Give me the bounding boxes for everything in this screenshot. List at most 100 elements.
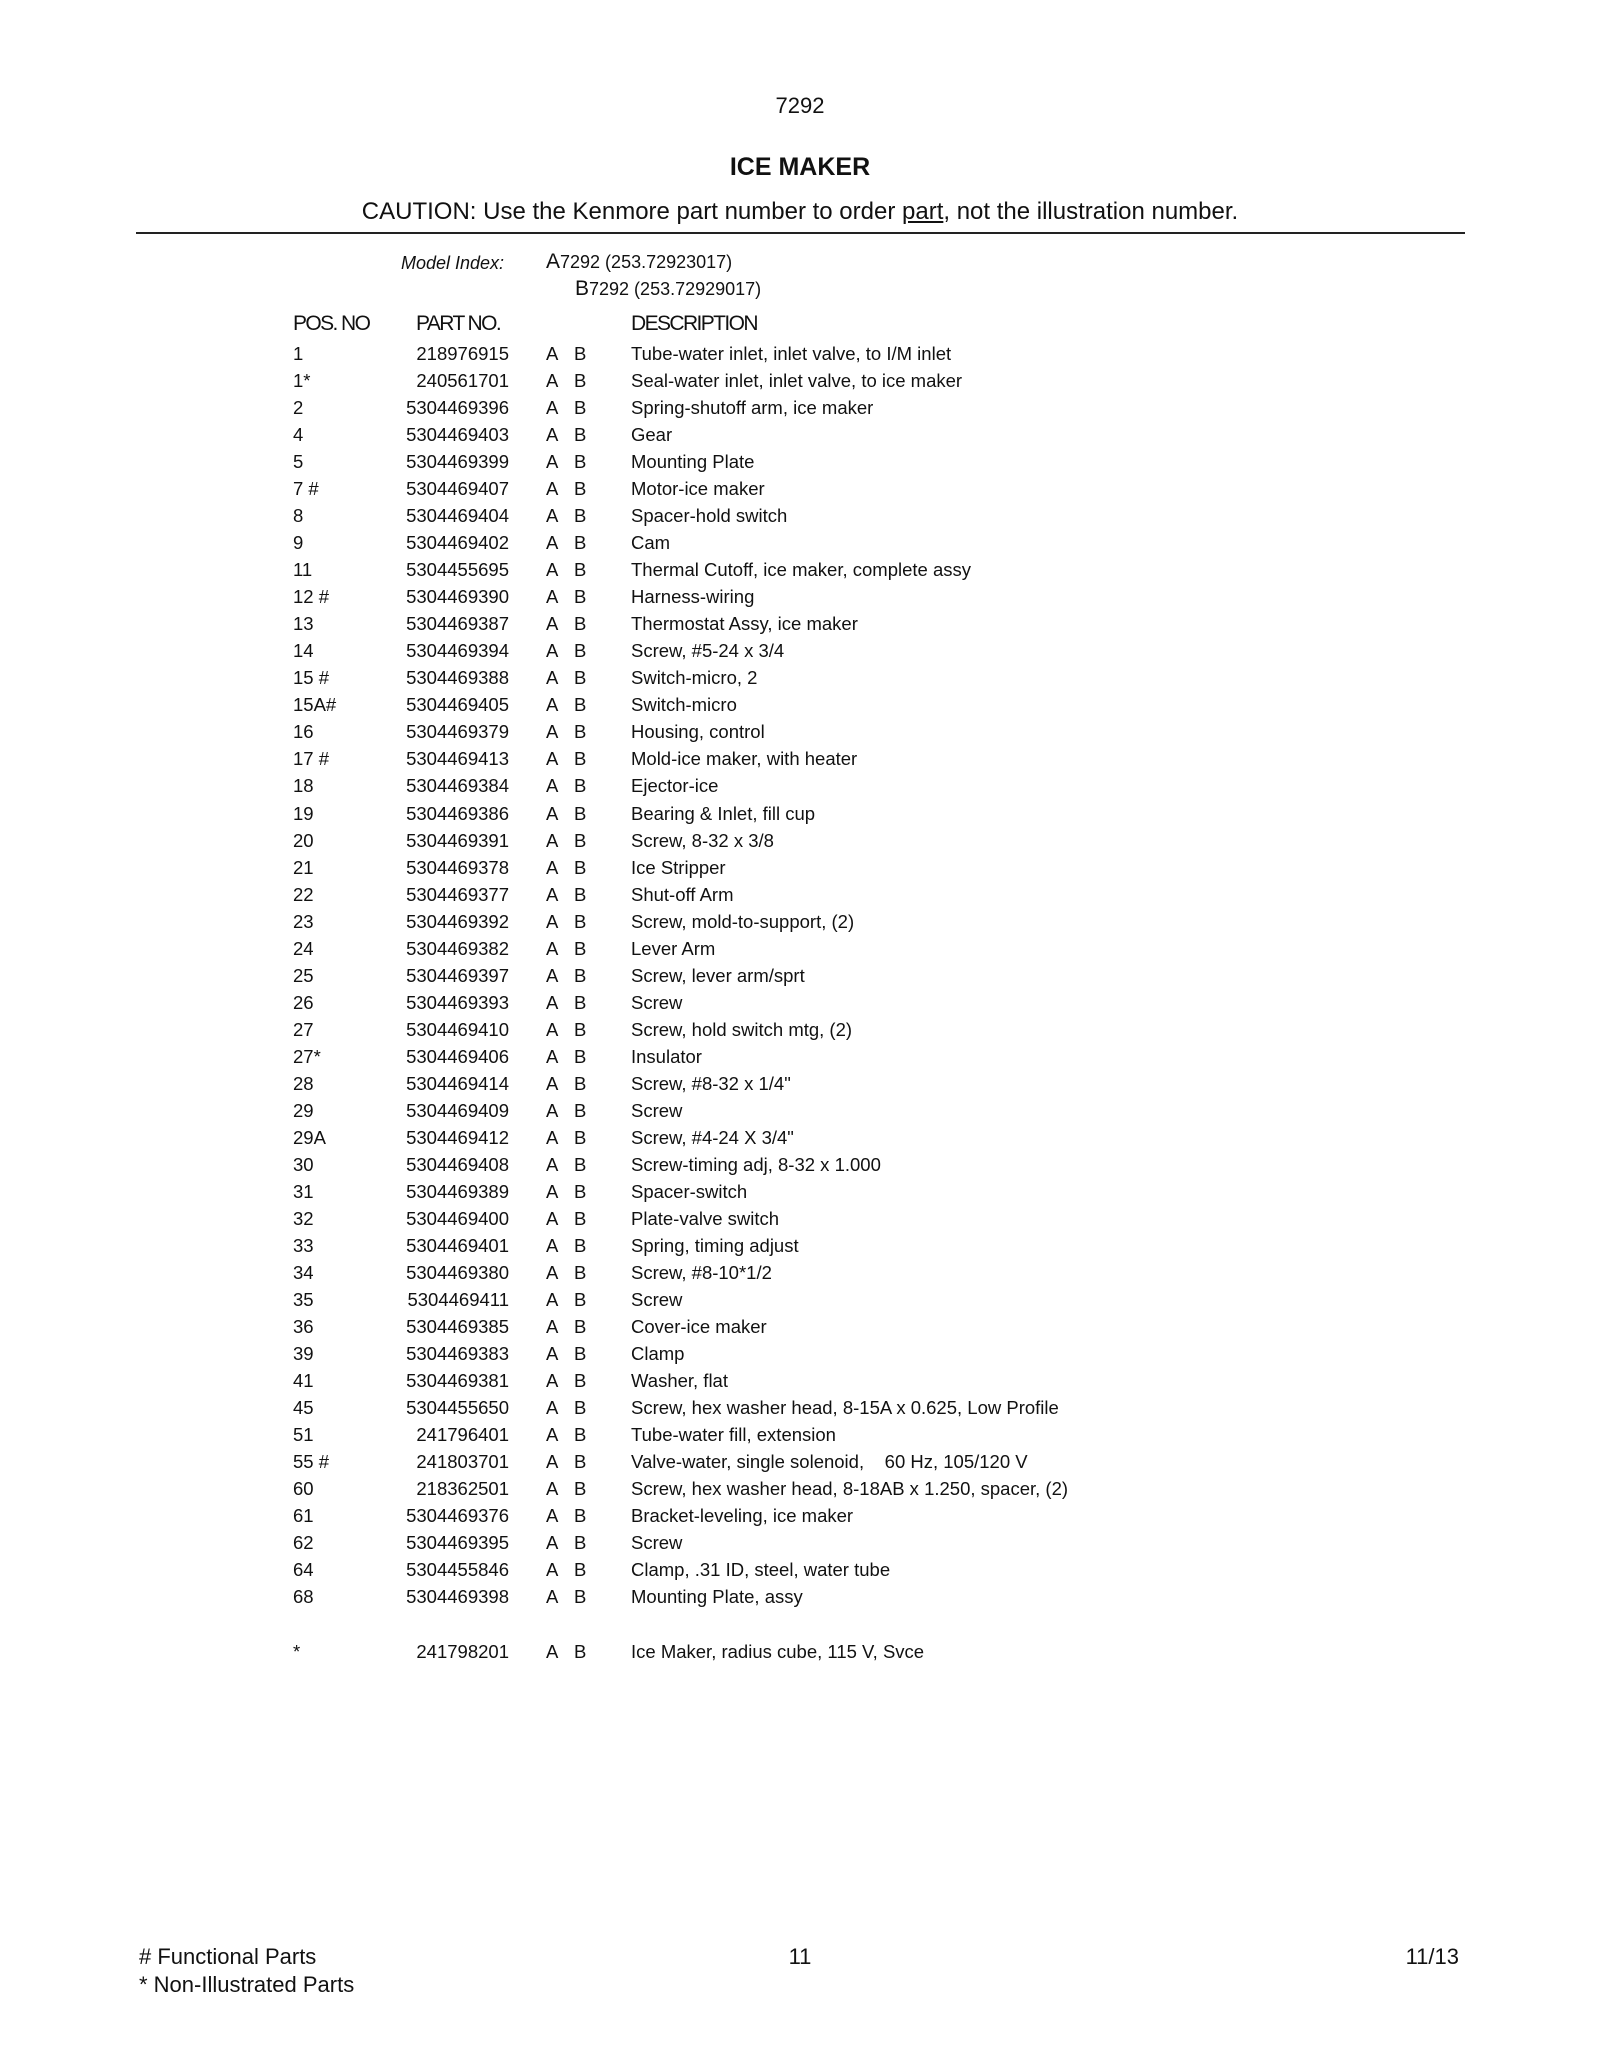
description-cell: Screw, hold switch mtg, (2) <box>631 1018 853 1040</box>
table-row: 26 5304469393 A B Screw <box>0 992 1600 1019</box>
pos-cell: 35 <box>293 1289 314 1311</box>
pos-cell: 29A <box>293 1126 326 1148</box>
description-cell: Cam <box>631 532 671 554</box>
caution-before: CAUTION: Use the Kenmore part number to … <box>361 198 902 225</box>
model-b-cell: B <box>574 640 587 662</box>
model-b-cell: B <box>574 1397 587 1419</box>
pos-cell: 29 <box>293 1099 314 1121</box>
part-number-cell: 5304469384 <box>406 775 509 797</box>
model-a-cell: A <box>546 856 559 878</box>
model-a-cell: A <box>546 532 559 554</box>
part-number-cell: 5304469387 <box>406 613 509 635</box>
pos-cell: 60 <box>293 1478 314 1500</box>
model-a-cell: A <box>546 1234 559 1256</box>
part-number-cell: 241796401 <box>416 1424 509 1446</box>
table-row: 32 5304469400 A B Plate-valve switch <box>0 1208 1600 1235</box>
description-cell: Clamp, .31 ID, steel, water tube <box>631 1559 891 1581</box>
model-b-cell: B <box>574 937 587 959</box>
part-number-cell: 5304455846 <box>406 1559 509 1581</box>
part-number-cell: 5304469402 <box>406 532 509 554</box>
model-a-cell: A <box>546 1099 559 1121</box>
model-b-cell: B <box>574 532 587 554</box>
model-a-cell: A <box>546 1262 559 1284</box>
model-b-cell: B <box>574 910 587 932</box>
description-cell: Ice Maker, radius cube, 115 V, Svce <box>631 1641 925 1662</box>
pos-cell: 30 <box>293 1153 314 1175</box>
model-a-cell: A <box>546 559 559 581</box>
model-b-cell: B <box>574 1370 587 1392</box>
description-cell: Thermostat Assy, ice maker <box>631 613 858 635</box>
model-a-cell: A <box>546 721 559 743</box>
model-b-cell: B <box>574 856 587 878</box>
part-number-cell: 5304469395 <box>406 1532 509 1554</box>
table-row: 51 241796401 A B Tube-water fill, extension <box>0 1424 1600 1451</box>
table-row: 1* 240561701 A B Seal-water inlet, inlet val… <box>0 370 1600 397</box>
table-row: 16 5304469379 A B Housing, control <box>0 721 1600 748</box>
pos-cell: 20 <box>293 829 314 851</box>
description-cell: Switch-micro <box>631 694 737 716</box>
header-part: PART NO. <box>416 312 502 335</box>
model-b-cell: B <box>574 1478 587 1500</box>
table-row: 8 5304469404 A B Spacer-hold switch <box>0 505 1600 532</box>
description-cell: Ice Stripper <box>631 856 726 878</box>
model-a-cell: A <box>546 1289 559 1311</box>
model-a-cell: A <box>546 1045 559 1067</box>
pos-cell: 12 # <box>293 586 330 608</box>
part-number-cell: 5304469388 <box>406 667 509 689</box>
pos-cell: 1* <box>293 370 311 392</box>
model-b-cell: B <box>574 586 587 608</box>
model-b-cell: B <box>574 1072 587 1094</box>
pos-cell: * <box>293 1641 301 1662</box>
table-row: 62 5304469395 A B Screw <box>0 1532 1600 1559</box>
table-row: 29A 5304469412 A B Screw, #4-24 X 3/4" <box>0 1127 1600 1154</box>
pos-cell: 2 <box>293 397 304 419</box>
model-b-cell: B <box>574 829 587 851</box>
model-b-cell: B <box>574 775 587 797</box>
model-b-cell: B <box>574 1234 587 1256</box>
description-cell: Lever Arm <box>631 937 716 959</box>
divider <box>136 232 1465 234</box>
model-b-cell: B <box>574 1262 587 1284</box>
caution-underlined: part <box>902 198 944 225</box>
description-cell: Screw, #5-24 x 3/4 <box>631 640 785 662</box>
model-a-cell: A <box>546 964 559 986</box>
description-cell: Washer, flat <box>631 1370 728 1392</box>
table-row: 12 # 5304469390 A B Harness-wiring <box>0 586 1600 613</box>
table-row: 28 5304469414 A B Screw, #8-32 x 1/4" <box>0 1073 1600 1100</box>
description-cell: Screw, #4-24 X 3/4" <box>631 1126 794 1148</box>
table-row: * 241798201 A B Ice Maker, radius cube, 115 … <box>0 1641 1600 1668</box>
part-number-cell: 5304469393 <box>406 991 509 1013</box>
model-b-cell: B <box>574 370 587 392</box>
part-number-cell: 5304469399 <box>406 451 509 473</box>
pos-cell: 7 # <box>293 478 319 500</box>
model-a-cell: A <box>546 1207 559 1229</box>
table-row: 19 5304469386 A B Bearing & Inlet, fill cup <box>0 803 1600 830</box>
model-a-cell: A <box>546 424 559 446</box>
pos-cell: 15A# <box>293 694 337 716</box>
model-b-cell: B <box>574 1343 587 1365</box>
description-cell: Screw, 8-32 x 3/8 <box>631 829 774 851</box>
description-cell: Screw, #8-32 x 1/4" <box>631 1072 791 1094</box>
pos-cell: 22 <box>293 883 314 905</box>
model-b-cell: B <box>574 1532 587 1554</box>
part-number-cell: 241798201 <box>416 1641 509 1662</box>
pos-cell: 64 <box>293 1559 314 1581</box>
pos-cell: 33 <box>293 1234 314 1256</box>
pos-cell: 16 <box>293 721 314 743</box>
table-row: 2 5304469396 A B Spring-shutoff arm, ice mak… <box>0 397 1600 424</box>
pos-cell: 4 <box>293 424 304 446</box>
description-cell: Clamp <box>631 1343 685 1365</box>
part-number-cell: 5304455650 <box>406 1397 509 1419</box>
table-row: 18 5304469384 A B Ejector-ice <box>0 775 1600 802</box>
page-code: 7292 <box>775 93 825 118</box>
part-number-cell: 5304469383 <box>406 1343 509 1365</box>
model-a-cell: A <box>546 1451 559 1473</box>
part-number-cell: 5304469401 <box>406 1234 509 1256</box>
part-number-cell: 5304469380 <box>406 1262 509 1284</box>
model-a-cell: A <box>546 829 559 851</box>
model-b-cell: B <box>574 748 587 770</box>
model-b-cell: B <box>574 1559 587 1581</box>
part-number-cell: 5304469376 <box>406 1505 509 1527</box>
description-cell: Cover-ice maker <box>631 1316 767 1338</box>
model-a-cell: A <box>546 1343 559 1365</box>
